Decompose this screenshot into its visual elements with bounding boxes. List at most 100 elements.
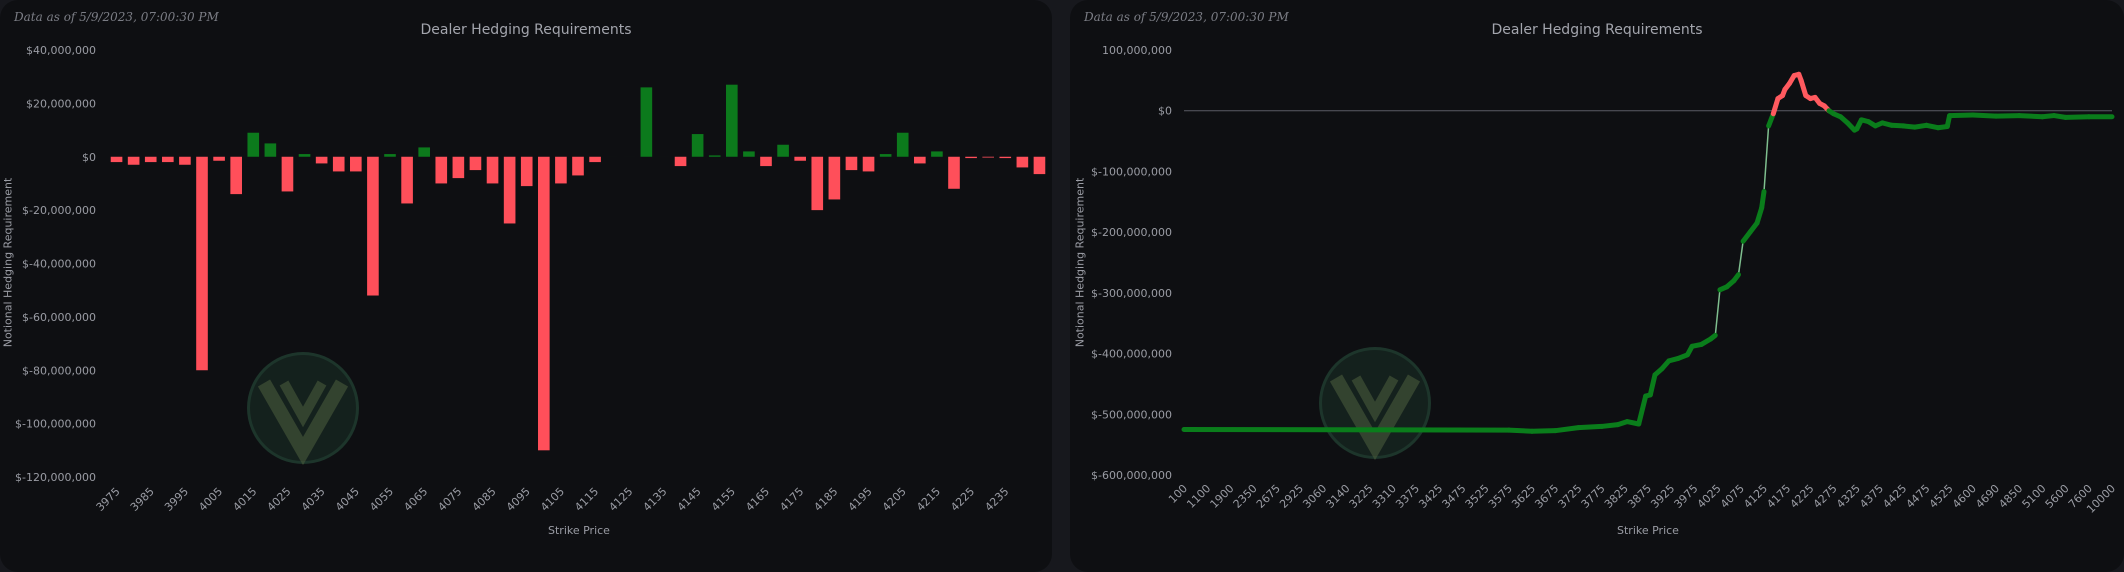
- series-segment: [1575, 423, 1605, 431]
- x-tick-label: 4185: [811, 485, 840, 514]
- bar: [845, 156, 858, 171]
- bar: [555, 156, 567, 184]
- x-tick-label: 2675: [1254, 482, 1283, 511]
- x-tick-label: 3725: [1556, 482, 1585, 511]
- line-chart: 100,000,000 $0 $-100,000,000 $-200,000,000 $…: [1091, 44, 2118, 516]
- bar: [931, 151, 943, 157]
- series-segment: [1529, 428, 1558, 434]
- x-tick-label: 4195: [846, 485, 875, 514]
- bar: [896, 132, 909, 157]
- series-segment: [1647, 372, 1658, 398]
- y-tick-label: $-100,000,000: [15, 418, 96, 431]
- x-tick-label: 4025: [265, 485, 294, 514]
- bar: [879, 154, 892, 157]
- x-tick-label: 3625: [1509, 482, 1538, 511]
- bar-chart: $40,000,000 $20,000,000 $0 $-20,000,000 $-40…: [15, 44, 1046, 514]
- x-tick-label: 2925: [1277, 482, 1306, 511]
- x-tick-label: 4165: [743, 485, 772, 514]
- bar: [469, 156, 482, 171]
- bar: [777, 144, 789, 157]
- chart-title: Dealer Hedging Requirements: [420, 22, 632, 38]
- y-tick-label: $-500,000,000: [1091, 408, 1172, 421]
- x-tick-label: 3525: [1463, 482, 1492, 511]
- bar: [674, 156, 687, 167]
- x-tick-label: 4025: [1695, 482, 1724, 511]
- x-tick-label: 1900: [1208, 482, 1237, 511]
- series-segment: [1759, 188, 1767, 211]
- bar: [538, 156, 550, 451]
- x-tick-label: 4135: [641, 485, 670, 514]
- y-tick-label: $-60,000,000: [22, 311, 96, 324]
- x-tick-label: 3775: [1579, 482, 1608, 511]
- bar: [196, 156, 208, 371]
- x-tick-label: 4145: [675, 485, 704, 514]
- bar: [760, 156, 772, 167]
- bar: [794, 156, 806, 161]
- bar: [691, 134, 704, 157]
- y-tick-label: $-80,000,000: [22, 364, 96, 377]
- x-tick-label: 4115: [572, 485, 601, 514]
- x-tick-label: 3975: [94, 485, 123, 514]
- x-tick-label: 3575: [1486, 482, 1515, 511]
- y-tick-label: $20,000,000: [26, 97, 96, 110]
- series-segment: [1731, 272, 1741, 284]
- x-tick-label: 3140: [1324, 482, 1353, 511]
- x-tick-label: 3825: [1602, 482, 1631, 511]
- x-tick-label: 3975: [1672, 482, 1701, 511]
- x-tick-label: 4125: [606, 485, 635, 514]
- x-tick-label: 4325: [1834, 482, 1863, 511]
- x-tick-label: 4035: [299, 485, 328, 514]
- x-tick-label: 4175: [1764, 482, 1793, 511]
- bar: [281, 156, 294, 192]
- bar: [1033, 156, 1046, 175]
- y-tick-label: 100,000,000: [1102, 44, 1172, 57]
- x-tick-label: 4005: [196, 485, 225, 514]
- x-tick-label: 4235: [982, 485, 1011, 514]
- bar: [982, 156, 994, 158]
- series-segment: [1708, 332, 1718, 342]
- x-tick-label: 3925: [1648, 482, 1677, 511]
- series-segment: [1636, 393, 1649, 427]
- bar: [384, 154, 396, 157]
- x-tick-label: 4175: [777, 485, 806, 514]
- bar: [162, 156, 174, 163]
- bar: [332, 156, 345, 172]
- x-tick-label: 4075: [1718, 482, 1747, 511]
- x-tick-label: 5100: [2020, 482, 2049, 511]
- x-tick-label: 4275: [1811, 482, 1840, 511]
- x-tick-label: 3310: [1370, 482, 1399, 511]
- series-segment: [2063, 114, 2092, 120]
- bar: [708, 155, 721, 157]
- bar: [572, 156, 584, 176]
- bar: [452, 156, 465, 179]
- chart-title: Dealer Hedging Requirements: [1491, 22, 1703, 38]
- x-tick-label: 1100: [1184, 482, 1213, 511]
- x-tick-label: 4850: [1996, 482, 2025, 511]
- x-tick-label: 4600: [1950, 482, 1979, 511]
- bar: [315, 156, 328, 164]
- x-tick-label: 3425: [1416, 482, 1445, 511]
- x-tick-label: 3995: [162, 485, 191, 514]
- y-tick-label: $-40,000,000: [22, 258, 96, 271]
- series-segment: [1970, 112, 1999, 119]
- right-chart-panel: Data as of 5/9/2023, 07:00:30 PM Dealer …: [1070, 0, 2124, 572]
- bar: [503, 156, 516, 224]
- series-segment: [1947, 112, 1976, 119]
- x-tick-label: 5600: [2043, 482, 2072, 511]
- bar: [298, 154, 311, 157]
- x-tick-label: 4475: [1904, 482, 1933, 511]
- bar: [726, 84, 738, 157]
- y-tick-label: $-100,000,000: [1091, 165, 1172, 178]
- series-segment: [1506, 427, 1535, 434]
- bar: [828, 156, 841, 200]
- y-tick-label: $0: [82, 151, 96, 164]
- bar: [110, 156, 123, 163]
- x-tick-label: 4055: [367, 485, 396, 514]
- bar: [435, 156, 448, 184]
- bar: [264, 143, 277, 157]
- bar: [367, 156, 379, 296]
- bar: [230, 156, 242, 195]
- bar: [914, 156, 926, 164]
- x-tick-label: 3375: [1393, 482, 1422, 511]
- y-tick-label: $40,000,000: [26, 44, 96, 57]
